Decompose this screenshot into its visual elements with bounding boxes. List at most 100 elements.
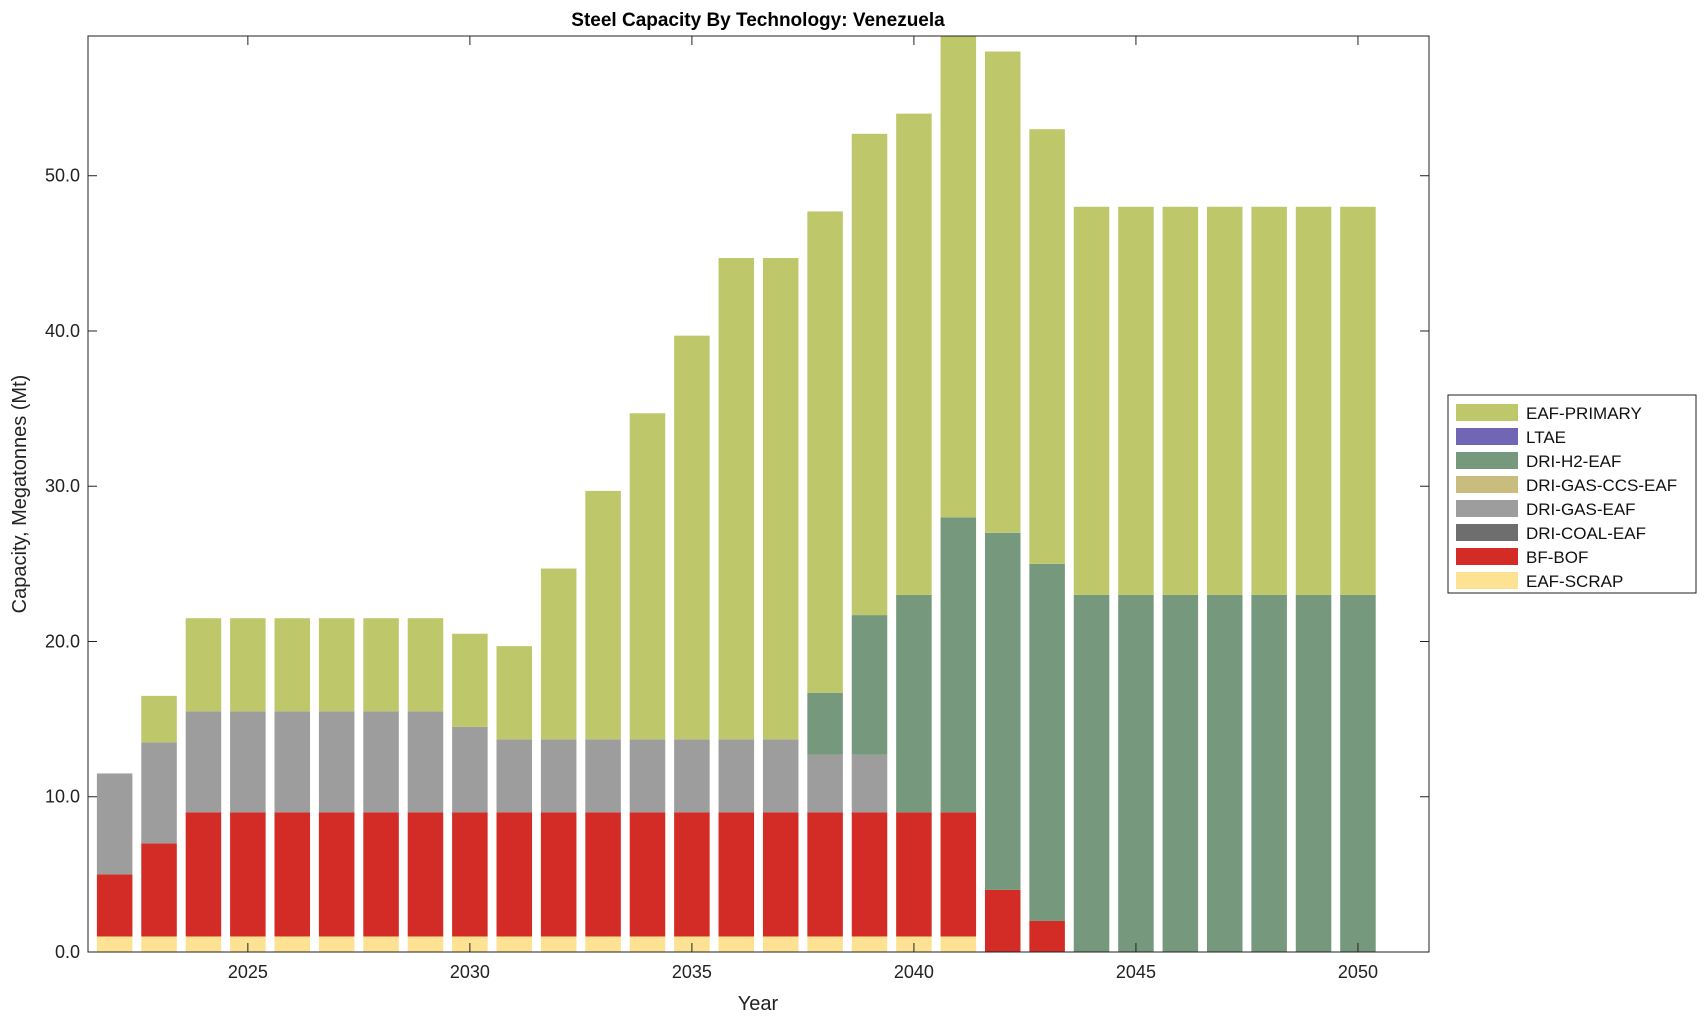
legend-swatch-dri-gas-ccs-eaf [1456, 476, 1518, 493]
bar-dri-gas-eaf-2039 [851, 754, 888, 813]
bar-bf-bof-2030 [452, 812, 488, 937]
bar-eaf-scrap-2037 [762, 936, 799, 952]
bar-bf-bof-2038 [807, 812, 843, 937]
x-tick-label: 2025 [228, 962, 268, 982]
bar-bf-bof-2022 [96, 874, 133, 937]
legend-swatch-dri-gas-eaf [1456, 500, 1518, 517]
bar-eaf-scrap-2028 [363, 936, 399, 952]
bar-eaf-scrap-2038 [807, 936, 843, 952]
legend-label-dri-gas-ccs-eaf: DRI-GAS-CCS-EAF [1526, 476, 1677, 495]
bar-dri-gas-eaf-2024 [185, 711, 222, 813]
bar-dri-h2-eaf-2040 [896, 594, 932, 813]
chart-title: Steel Capacity By Technology: Venezuela [571, 10, 945, 31]
bar-bf-bof-2029 [407, 812, 444, 937]
bar-dri-h2-eaf-2043 [1029, 563, 1065, 921]
legend-swatch-eaf-primary [1456, 404, 1518, 421]
bar-bf-bof-2027 [318, 812, 355, 937]
x-tick-label: 2030 [450, 962, 490, 982]
bar-bf-bof-2037 [762, 812, 799, 937]
bar-bf-bof-2040 [896, 812, 932, 937]
bar-eaf-primary-2031 [496, 646, 533, 740]
legend-label-bf-bof: BF-BOF [1526, 548, 1588, 567]
bar-eaf-scrap-2026 [274, 936, 311, 952]
bar-bf-bof-2031 [496, 812, 533, 937]
bar-eaf-scrap-2034 [629, 936, 666, 952]
legend-swatch-ltae [1456, 428, 1518, 445]
bar-dri-gas-eaf-2030 [452, 726, 488, 813]
legend-label-eaf-scrap: EAF-SCRAP [1526, 572, 1623, 591]
bar-bf-bof-2028 [363, 812, 399, 937]
bar-eaf-primary-2024 [185, 618, 222, 712]
bar-dri-h2-eaf-2039 [851, 615, 888, 755]
plot-frame [87, 35, 1430, 953]
bar-dri-h2-eaf-2046 [1162, 594, 1199, 952]
bar-bf-bof-2025 [230, 812, 266, 937]
bar-eaf-scrap-2031 [496, 936, 533, 952]
bar-dri-gas-eaf-2022 [96, 773, 133, 875]
legend-label-dri-h2-eaf: DRI-H2-EAF [1526, 452, 1621, 471]
bar-eaf-primary-2043 [1029, 129, 1065, 564]
bar-eaf-scrap-2027 [318, 936, 355, 952]
bar-dri-h2-eaf-2049 [1295, 594, 1332, 952]
bar-bf-bof-2023 [141, 843, 177, 937]
bar-eaf-primary-2028 [363, 618, 399, 712]
bar-dri-gas-eaf-2031 [496, 739, 533, 813]
bar-eaf-primary-2039 [851, 133, 888, 616]
bar-dri-gas-eaf-2032 [540, 739, 577, 813]
legend-label-dri-coal-eaf: DRI-COAL-EAF [1526, 524, 1646, 543]
bar-eaf-primary-2032 [540, 568, 577, 740]
bar-eaf-primary-2034 [629, 413, 666, 740]
bar-bf-bof-2024 [185, 812, 222, 937]
bar-eaf-primary-2027 [318, 618, 355, 712]
x-tick-label: 2040 [894, 962, 934, 982]
bar-eaf-primary-2030 [452, 633, 488, 727]
bar-eaf-primary-2049 [1295, 206, 1332, 595]
bar-dri-gas-eaf-2027 [318, 711, 355, 813]
bar-dri-h2-eaf-2044 [1073, 594, 1110, 952]
x-tick-label: 2035 [672, 962, 712, 982]
bar-dri-h2-eaf-2042 [984, 532, 1021, 890]
bar-eaf-primary-2042 [984, 51, 1021, 533]
bar-dri-gas-eaf-2029 [407, 711, 444, 813]
legend-swatch-eaf-scrap [1456, 572, 1518, 589]
bar-eaf-scrap-2033 [585, 936, 621, 952]
bar-eaf-scrap-2024 [185, 936, 222, 952]
bar-dri-h2-eaf-2048 [1251, 594, 1287, 952]
y-axis-label: Capacity, Megatonnes (Mt) [9, 375, 31, 614]
bar-eaf-primary-2025 [230, 618, 266, 712]
bar-eaf-primary-2026 [274, 618, 311, 712]
bar-bf-bof-2034 [629, 812, 666, 937]
bar-eaf-primary-2036 [718, 258, 755, 740]
x-axis-label: Year [738, 993, 779, 1015]
bar-bf-bof-2039 [851, 812, 888, 937]
legend-label-dri-gas-eaf: DRI-GAS-EAF [1526, 500, 1636, 519]
bar-bf-bof-2036 [718, 812, 755, 937]
legend-swatch-dri-h2-eaf [1456, 452, 1518, 469]
bar-bf-bof-2035 [674, 812, 710, 937]
bar-dri-gas-eaf-2033 [585, 739, 621, 813]
bar-dri-gas-eaf-2023 [141, 742, 177, 844]
bar-dri-h2-eaf-2038 [807, 692, 843, 755]
bar-eaf-primary-2037 [762, 258, 799, 740]
bar-dri-gas-eaf-2038 [807, 754, 843, 813]
y-tick-label: 10.0 [45, 787, 80, 807]
bar-eaf-primary-2029 [407, 618, 444, 712]
bar-eaf-scrap-2022 [96, 936, 133, 952]
bar-eaf-primary-2033 [585, 490, 621, 740]
bar-bf-bof-2043 [1029, 920, 1065, 952]
bar-dri-gas-eaf-2028 [363, 711, 399, 813]
bar-eaf-primary-2041 [940, 36, 977, 518]
bar-dri-h2-eaf-2047 [1206, 594, 1243, 952]
bar-bf-bof-2032 [540, 812, 577, 937]
legend-label-eaf-primary: EAF-PRIMARY [1526, 404, 1642, 423]
bar-dri-gas-eaf-2026 [274, 711, 311, 813]
bar-dri-h2-eaf-2041 [940, 517, 977, 813]
bar-eaf-primary-2044 [1073, 206, 1110, 595]
bar-bf-bof-2033 [585, 812, 621, 937]
y-tick-label: 40.0 [45, 321, 80, 341]
legend-swatch-bf-bof [1456, 548, 1518, 565]
bar-eaf-primary-2040 [896, 113, 932, 595]
bar-bf-bof-2042 [984, 889, 1021, 952]
